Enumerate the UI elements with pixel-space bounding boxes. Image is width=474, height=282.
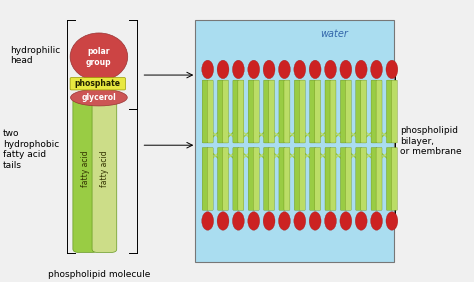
Ellipse shape (232, 60, 244, 79)
FancyBboxPatch shape (279, 80, 285, 143)
Ellipse shape (248, 60, 260, 79)
FancyBboxPatch shape (361, 147, 367, 210)
Text: phospholipid molecule: phospholipid molecule (48, 270, 150, 279)
FancyBboxPatch shape (325, 147, 331, 210)
FancyBboxPatch shape (279, 147, 285, 210)
Text: polar
group: polar group (86, 47, 112, 67)
Ellipse shape (217, 60, 229, 79)
FancyBboxPatch shape (392, 80, 397, 143)
Ellipse shape (232, 212, 244, 230)
Ellipse shape (386, 212, 398, 230)
FancyBboxPatch shape (371, 80, 377, 143)
FancyBboxPatch shape (284, 80, 290, 143)
FancyBboxPatch shape (361, 80, 367, 143)
Ellipse shape (70, 33, 128, 81)
FancyBboxPatch shape (371, 147, 377, 210)
FancyBboxPatch shape (207, 147, 213, 210)
FancyBboxPatch shape (392, 147, 397, 210)
FancyBboxPatch shape (92, 98, 117, 252)
FancyBboxPatch shape (264, 147, 270, 210)
Ellipse shape (294, 60, 306, 79)
Text: hydrophilic
head: hydrophilic head (10, 46, 60, 65)
FancyBboxPatch shape (294, 80, 300, 143)
FancyBboxPatch shape (253, 147, 259, 210)
FancyBboxPatch shape (70, 78, 126, 90)
FancyBboxPatch shape (223, 80, 228, 143)
FancyBboxPatch shape (253, 80, 259, 143)
FancyBboxPatch shape (330, 80, 336, 143)
FancyBboxPatch shape (73, 98, 98, 252)
FancyBboxPatch shape (233, 80, 239, 143)
Text: water: water (320, 29, 348, 39)
FancyBboxPatch shape (386, 147, 392, 210)
FancyBboxPatch shape (218, 147, 223, 210)
Ellipse shape (355, 212, 367, 230)
Ellipse shape (355, 60, 367, 79)
Ellipse shape (71, 89, 127, 106)
FancyBboxPatch shape (346, 147, 351, 210)
Ellipse shape (309, 60, 321, 79)
FancyBboxPatch shape (340, 80, 346, 143)
FancyBboxPatch shape (233, 147, 239, 210)
Ellipse shape (325, 212, 337, 230)
Ellipse shape (217, 212, 229, 230)
FancyBboxPatch shape (310, 80, 316, 143)
FancyBboxPatch shape (264, 80, 270, 143)
FancyBboxPatch shape (218, 80, 223, 143)
FancyBboxPatch shape (299, 147, 305, 210)
Ellipse shape (340, 212, 352, 230)
FancyBboxPatch shape (325, 80, 331, 143)
FancyBboxPatch shape (248, 80, 254, 143)
FancyBboxPatch shape (248, 147, 254, 210)
FancyBboxPatch shape (330, 147, 336, 210)
Ellipse shape (371, 60, 383, 79)
FancyBboxPatch shape (346, 80, 351, 143)
FancyBboxPatch shape (269, 80, 274, 143)
FancyBboxPatch shape (376, 147, 382, 210)
FancyBboxPatch shape (207, 80, 213, 143)
Ellipse shape (279, 60, 291, 79)
Text: two
hydrophobic
fatty acid
tails: two hydrophobic fatty acid tails (3, 129, 59, 169)
FancyBboxPatch shape (356, 147, 362, 210)
Text: fatty acid: fatty acid (81, 151, 90, 187)
Ellipse shape (309, 212, 321, 230)
Ellipse shape (263, 212, 275, 230)
Text: phosphate: phosphate (75, 79, 121, 88)
FancyBboxPatch shape (315, 80, 320, 143)
Bar (195, 20, 393, 262)
FancyBboxPatch shape (386, 80, 392, 143)
Ellipse shape (325, 60, 337, 79)
FancyBboxPatch shape (202, 80, 208, 143)
Ellipse shape (263, 60, 275, 79)
Ellipse shape (202, 212, 214, 230)
FancyBboxPatch shape (356, 80, 362, 143)
FancyBboxPatch shape (340, 147, 346, 210)
FancyBboxPatch shape (310, 147, 316, 210)
FancyBboxPatch shape (299, 80, 305, 143)
FancyBboxPatch shape (238, 80, 244, 143)
Ellipse shape (294, 212, 306, 230)
FancyBboxPatch shape (223, 147, 228, 210)
Ellipse shape (371, 212, 383, 230)
FancyBboxPatch shape (315, 147, 320, 210)
Text: glycerol: glycerol (82, 93, 116, 102)
Ellipse shape (202, 60, 214, 79)
FancyBboxPatch shape (269, 147, 274, 210)
FancyBboxPatch shape (284, 147, 290, 210)
FancyBboxPatch shape (238, 147, 244, 210)
FancyBboxPatch shape (202, 147, 208, 210)
Ellipse shape (386, 60, 398, 79)
Text: fatty acid: fatty acid (100, 151, 109, 187)
Ellipse shape (340, 60, 352, 79)
FancyBboxPatch shape (376, 80, 382, 143)
FancyBboxPatch shape (294, 147, 300, 210)
Ellipse shape (248, 212, 260, 230)
Text: phospholipid
bilayer,
or membrane: phospholipid bilayer, or membrane (401, 126, 462, 156)
Ellipse shape (279, 212, 291, 230)
